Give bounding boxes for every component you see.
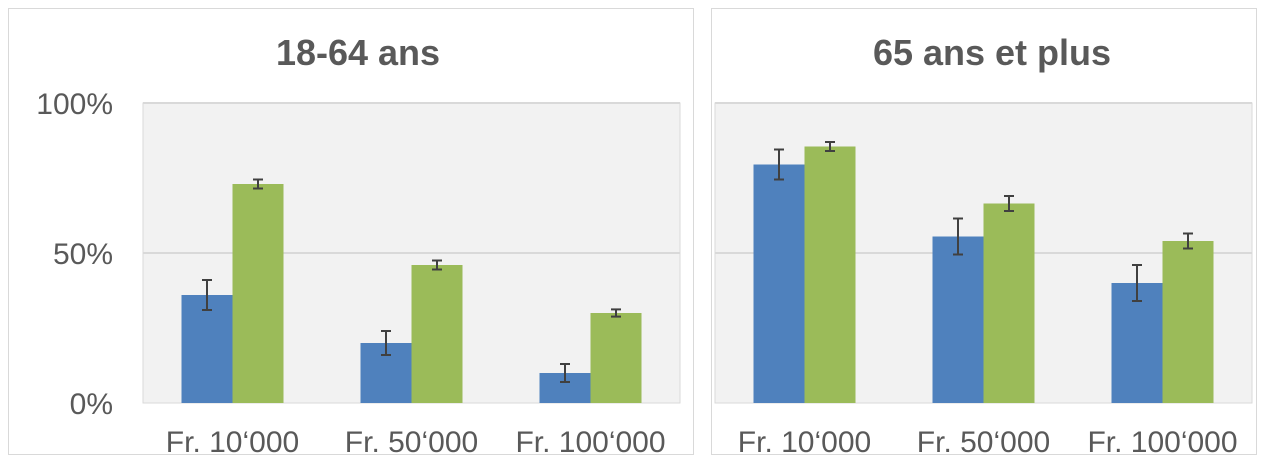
x-tick-label: Fr. 100‘000 (1087, 426, 1237, 459)
bar (983, 203, 1035, 403)
chart-title: 18-64 ans (276, 32, 440, 73)
bar (232, 184, 284, 403)
y-tick-label: 0% (70, 388, 113, 421)
y-tick-label: 100% (36, 88, 113, 121)
x-tick-label: Fr. 50‘000 (917, 426, 1050, 459)
chart-title: 65 ans et plus (873, 32, 1111, 73)
bar (804, 146, 856, 403)
chart-panel-frame-right (711, 8, 1257, 455)
bar (1111, 283, 1163, 403)
plot-area: Fr. 10‘000 Fr. 50‘000 Fr. 100‘000 (714, 102, 1253, 459)
x-tick-label: Fr. 100‘000 (515, 426, 665, 459)
y-tick-label: 50% (53, 238, 113, 271)
chart-panel-frame-left (8, 8, 694, 455)
x-tick-label: Fr. 10‘000 (738, 426, 871, 459)
plot-area: 0% 50% 100% Fr. 10‘000 Fr. 50‘000 Fr. 100‘000 (36, 88, 681, 459)
chart-panel-65-plus: 65 ans et plus Fr. 10‘000 Fr. 50‘000 Fr. 1… (714, 32, 1253, 459)
bar (753, 164, 805, 403)
bar (590, 313, 642, 403)
bar (411, 265, 463, 403)
x-tick-label: Fr. 50‘000 (345, 426, 478, 459)
chart-panel-18-64: 18-64 ans 0% 50% 100% Fr. 10‘000 Fr. 50‘000 F… (36, 32, 681, 459)
bar (1162, 241, 1214, 403)
bar (181, 295, 233, 403)
x-tick-label: Fr. 10‘000 (166, 426, 299, 459)
bar (932, 236, 984, 403)
